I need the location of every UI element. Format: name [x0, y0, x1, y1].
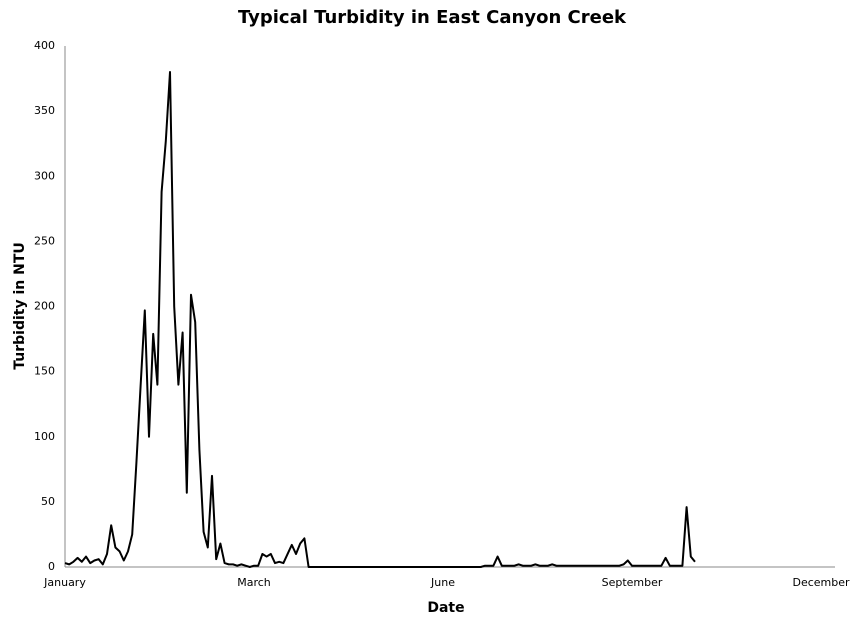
data-line [64, 71, 696, 568]
y-tick-label: 150 [34, 365, 55, 378]
y-tick-label: 50 [41, 495, 55, 508]
x-tick-label: September [602, 576, 663, 589]
y-tick-label: 100 [34, 430, 55, 443]
y-tick-label: 300 [34, 169, 55, 182]
y-tick-label: 350 [34, 104, 55, 117]
x-tick-label: March [237, 576, 271, 589]
x-axis-title: Date [427, 600, 464, 616]
x-tick-label: December [792, 576, 850, 589]
x-tick-label: June [430, 576, 455, 589]
y-axis-title: Turbidity in NTU [12, 242, 28, 370]
y-tick-label: 400 [34, 39, 55, 52]
y-tick-label: 250 [34, 234, 55, 247]
y-tick-label: 200 [34, 300, 55, 313]
chart-title: Typical Turbidity in East Canyon Creek [238, 7, 627, 28]
x-tick-label: January [43, 576, 86, 589]
y-tick-label: 0 [48, 560, 55, 573]
